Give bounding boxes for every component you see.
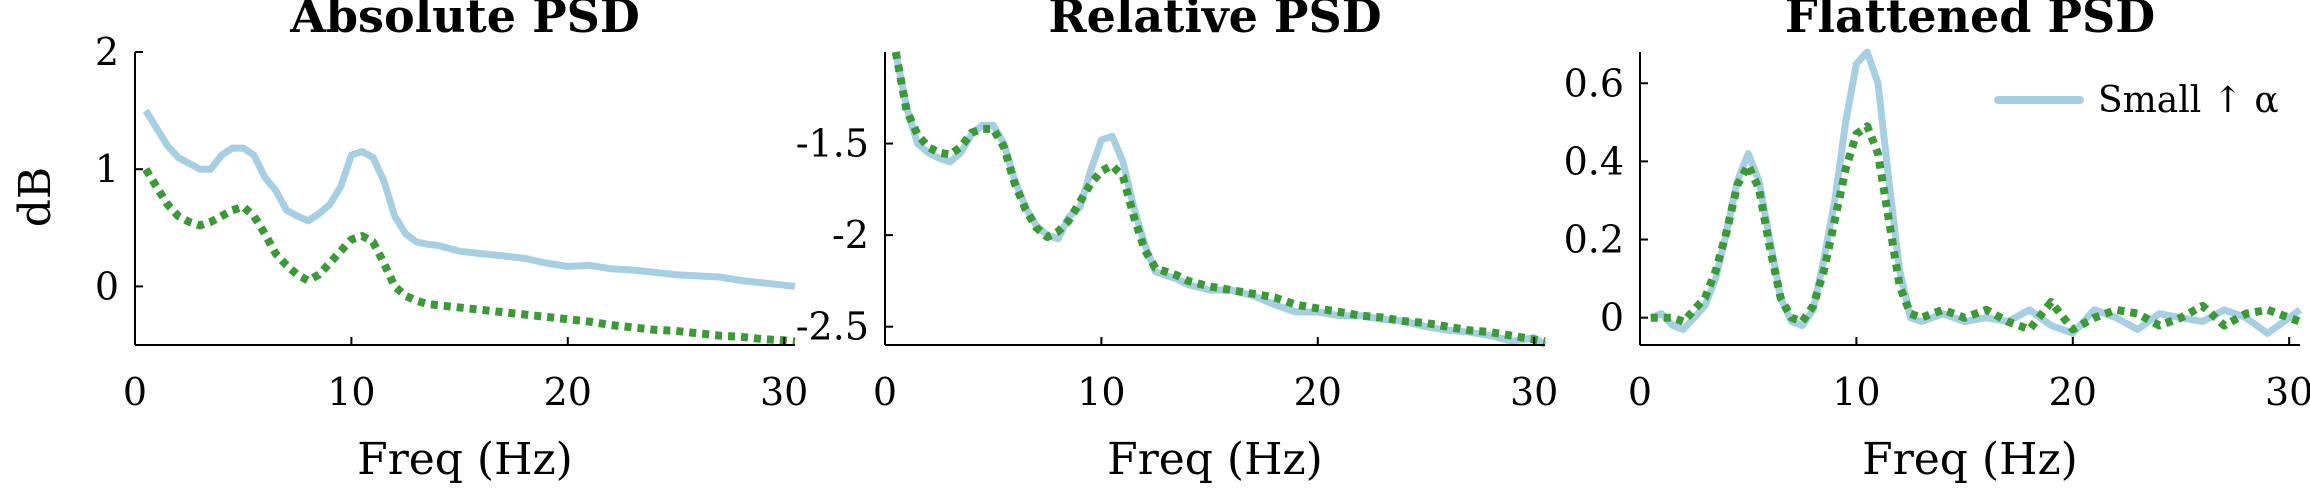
- legend-label: Small ↑ α: [2098, 80, 2279, 121]
- x-tick-label: 0: [123, 370, 147, 414]
- y-tick-label: 0: [1600, 296, 1624, 340]
- y-tick-label: 2: [95, 30, 119, 74]
- series-line-small-alpha: [892, 51, 1547, 348]
- series-line-dotted: [142, 167, 796, 346]
- x-tick-label: 20: [544, 370, 592, 414]
- legend: Small ↑ α: [1994, 80, 2279, 121]
- x-axis-label: Freq (Hz): [357, 434, 573, 485]
- x-axis-label: Freq (Hz): [1107, 434, 1323, 485]
- chart-title: Flattened PSD: [1785, 0, 2155, 43]
- panel-relative-psd: Relative PSD 0 10 20 30 -2.5 -2 -1.5 Freq (Hz): [796, 0, 1559, 485]
- x-tick-label: 10: [1077, 370, 1125, 414]
- y-tick-label: 0.6: [1564, 61, 1624, 105]
- series-line-dotted: [891, 51, 1546, 346]
- x-tick-label: 30: [760, 370, 808, 414]
- y-tick-label: 0: [95, 264, 119, 308]
- x-axis-label: Freq (Hz): [1862, 434, 2078, 485]
- chart-title: Absolute PSD: [289, 0, 640, 43]
- y-tick-label: -2: [832, 213, 869, 257]
- y-tick-label: -1.5: [796, 122, 869, 166]
- series-line-small-alpha: [1649, 48, 2303, 337]
- x-tick-label: 10: [327, 370, 375, 414]
- x-tick-label: 30: [1510, 370, 1558, 414]
- y-tick-label: -2.5: [796, 305, 869, 349]
- x-tick-label: 0: [873, 370, 897, 414]
- x-tick-label: 30: [2265, 370, 2310, 414]
- panel-flattened-psd: Flattened PSD 0 10 20 30 0 0.2 0.4 0.6 Freq (Hz): [1564, 0, 2310, 485]
- y-tick-label: 0.2: [1564, 218, 1624, 262]
- x-tick-label: 20: [2049, 370, 2097, 414]
- chart-title: Relative PSD: [1048, 0, 1381, 43]
- panel-absolute-psd: Absolute PSD 0 10 20 30 0 1 2 Freq (Hz): [95, 0, 809, 485]
- series-line-small-alpha: [142, 108, 796, 290]
- x-tick-label: 20: [1294, 370, 1342, 414]
- y-tick-label: 0.4: [1564, 139, 1624, 183]
- y-tick-label: 1: [95, 147, 119, 191]
- figure-ylabel: dB: [10, 167, 61, 228]
- x-tick-label: 0: [1628, 370, 1652, 414]
- x-tick-label: 10: [1832, 370, 1880, 414]
